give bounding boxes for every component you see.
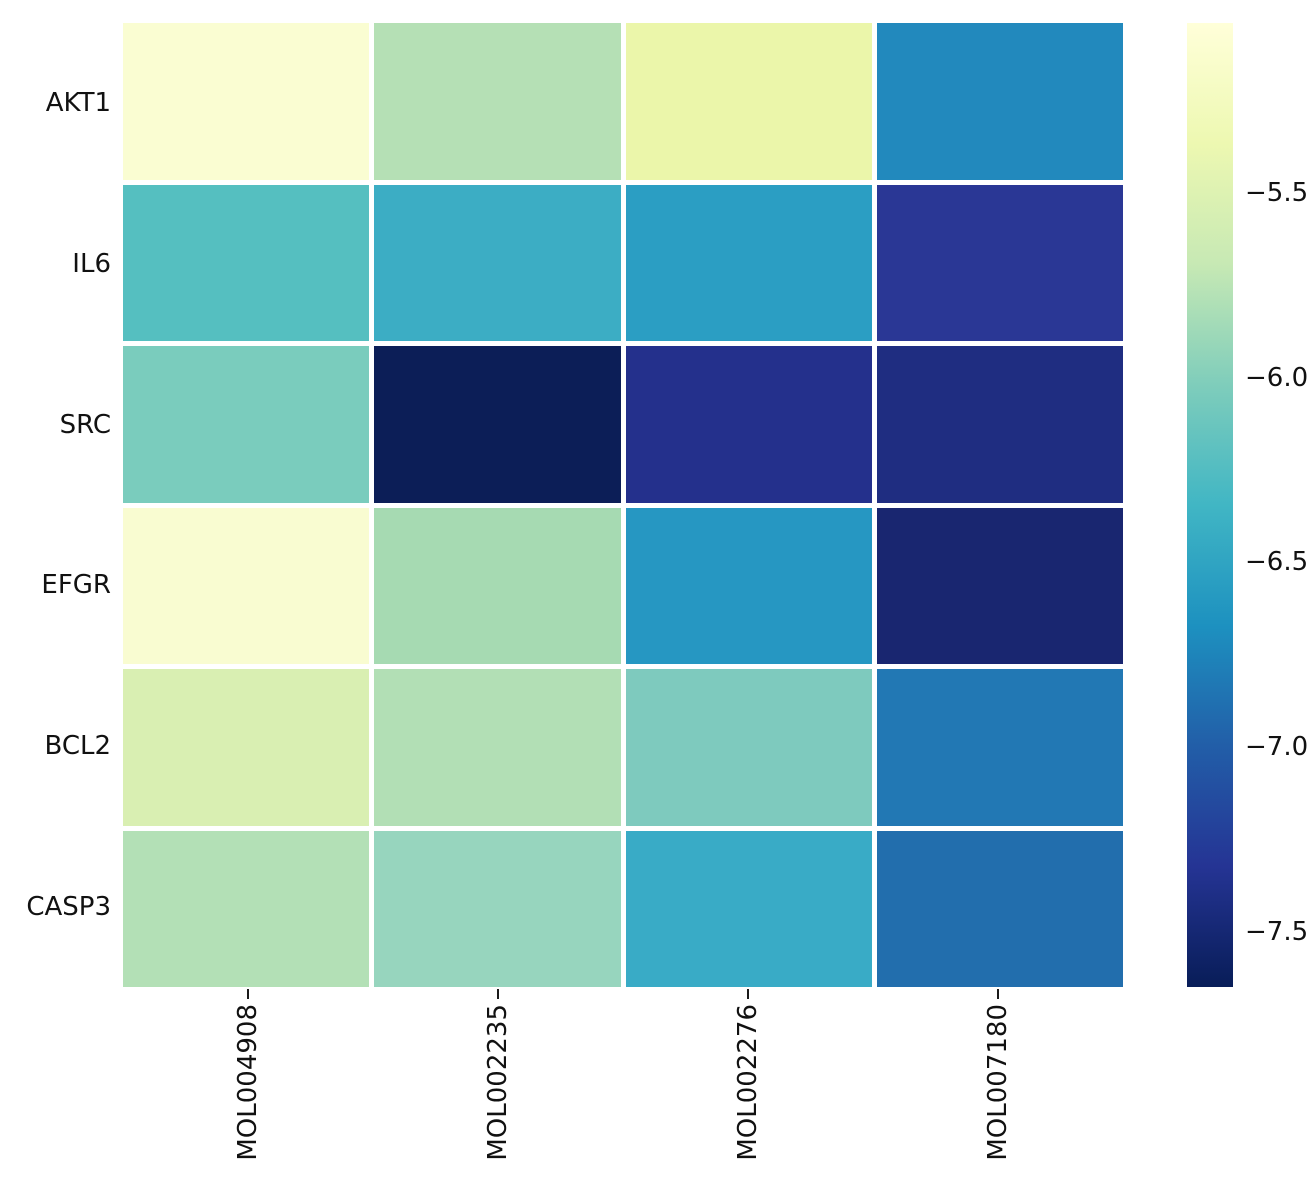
colorbar: [1187, 23, 1233, 987]
heatmap-cell-SRC-MOL002276: [625, 346, 872, 503]
colorbar-tick-label--6.5: −6.5: [1245, 547, 1309, 578]
heatmap-cell-EFGR-MOL004908: [123, 507, 370, 664]
y-tick-label-EFGR: EFGR: [41, 570, 111, 601]
heatmap-cell-AKT1-MOL004908: [123, 23, 370, 180]
x-tick-label-MOL002235: MOL002235: [483, 1004, 513, 1164]
y-tick-label-AKT1: AKT1: [45, 88, 111, 119]
y-tick-label-SRC: SRC: [59, 409, 111, 440]
heatmap-cell-CASP3-MOL002276: [625, 830, 872, 987]
heatmap-cell-BCL2-MOL002276: [625, 669, 872, 826]
heatmap-cell-CASP3-MOL002235: [374, 830, 621, 987]
heatmap-cell-AKT1-MOL002235: [374, 23, 621, 180]
heatmap-cell-SRC-MOL007180: [876, 346, 1123, 503]
x-tick-label-MOL002276: MOL002276: [733, 1004, 763, 1164]
x-tick-mark-MOL007180: [997, 989, 999, 999]
colorbar-tick-label--6: −6.0: [1245, 362, 1309, 393]
heatmap-cell-AKT1-MOL007180: [876, 23, 1123, 180]
x-tick-label-text: MOL002276: [733, 1004, 763, 1161]
x-tick-mark-MOL002276: [747, 989, 749, 999]
heatmap-cell-BCL2-MOL007180: [876, 669, 1123, 826]
heatmap-cell-SRC-MOL002235: [374, 346, 621, 503]
heatmap-cell-CASP3-MOL004908: [123, 830, 370, 987]
colorbar-tick-label--7.5: −7.5: [1245, 916, 1309, 947]
heatmap-cell-IL6-MOL002276: [625, 184, 872, 341]
x-tick-label-MOL004908: MOL004908: [233, 1004, 263, 1164]
x-tick-label-text: MOL007180: [983, 1004, 1013, 1161]
heatmap-cell-BCL2-MOL002235: [374, 669, 621, 826]
heatmap-cell-IL6-MOL002235: [374, 184, 621, 341]
x-tick-label-MOL007180: MOL007180: [983, 1004, 1013, 1164]
heatmap-cell-CASP3-MOL007180: [876, 830, 1123, 987]
y-tick-label-IL6: IL6: [72, 249, 111, 279]
heatmap-cell-EFGR-MOL002235: [374, 507, 621, 664]
colorbar-tick-label--7: −7.0: [1245, 731, 1309, 762]
x-tick-label-text: MOL002235: [483, 1004, 513, 1161]
x-tick-label-text: MOL004908: [233, 1004, 263, 1161]
y-tick-label-BCL2: BCL2: [44, 731, 111, 762]
colorbar-tick-label--5.5: −5.5: [1245, 177, 1309, 208]
y-axis-labels: AKT1 IL6 SRC EFGR BCL2 CASP3: [0, 23, 111, 987]
heatmap-cell-BCL2-MOL004908: [123, 669, 370, 826]
heatmap-grid: [123, 23, 1123, 987]
heatmap-cell-SRC-MOL004908: [123, 346, 370, 503]
y-tick-label-CASP3: CASP3: [26, 891, 111, 922]
x-tick-mark-MOL004908: [247, 989, 249, 999]
heatmap-cell-IL6-MOL007180: [876, 184, 1123, 341]
heatmap-cell-EFGR-MOL002276: [625, 507, 872, 664]
heatmap-cell-EFGR-MOL007180: [876, 507, 1123, 664]
x-tick-mark-MOL002235: [497, 989, 499, 999]
heatmap-cell-IL6-MOL004908: [123, 184, 370, 341]
heatmap-cell-AKT1-MOL002276: [625, 23, 872, 180]
